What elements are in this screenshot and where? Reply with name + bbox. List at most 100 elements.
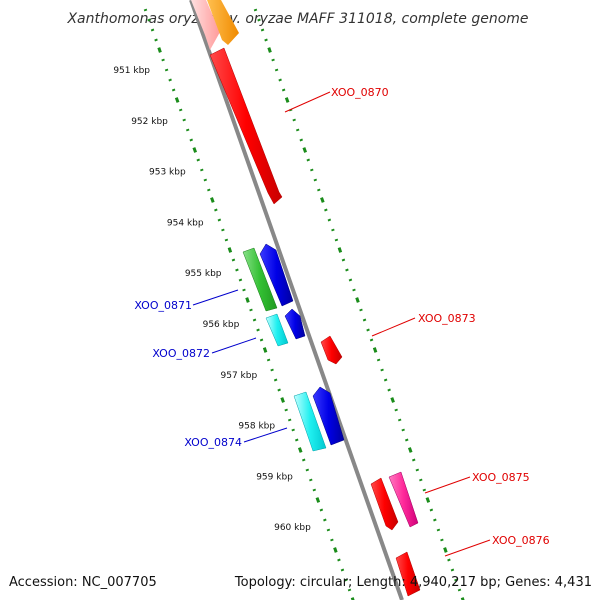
scale-tick bbox=[182, 118, 186, 122]
scale-tick bbox=[242, 288, 246, 292]
gene-arrow-xoo0875-red[interactable] bbox=[370, 477, 399, 531]
scale-tick bbox=[306, 158, 310, 162]
scale-tick bbox=[433, 518, 437, 522]
gene-label-xoo0873[interactable]: XOO_0873 bbox=[418, 312, 476, 325]
scale-tick bbox=[189, 138, 193, 142]
scale-tick bbox=[266, 358, 271, 362]
scale-tick bbox=[257, 18, 261, 22]
scale-tick bbox=[185, 128, 190, 132]
scale-tick bbox=[192, 147, 198, 153]
kbp-label: 960 kbp bbox=[274, 523, 311, 533]
scale-tick bbox=[270, 368, 274, 372]
scale-tick bbox=[337, 558, 341, 562]
scale-tick bbox=[221, 228, 225, 232]
scale-tick bbox=[154, 38, 158, 42]
gene-arrow-blue-b[interactable] bbox=[284, 308, 306, 340]
scale-tick bbox=[362, 318, 367, 322]
scale-tick bbox=[150, 28, 155, 32]
gene-arrow-xoo0871[interactable] bbox=[242, 247, 278, 312]
scale-tick bbox=[302, 458, 306, 462]
scale-tick bbox=[278, 78, 282, 82]
scale-tick bbox=[348, 278, 353, 282]
genome-backbone bbox=[189, 0, 404, 600]
scale-tick bbox=[312, 488, 317, 492]
scale-tick bbox=[295, 438, 299, 442]
scale-tick bbox=[227, 247, 233, 253]
scale-tick bbox=[260, 28, 265, 32]
scale-tick bbox=[178, 108, 183, 112]
kbp-scale: 951 kbp 952 kbp 953 kbp 954 kbp 955 kbp … bbox=[113, 66, 311, 533]
scale-tick bbox=[337, 247, 343, 253]
scale-tick bbox=[267, 47, 272, 53]
scale-tick bbox=[355, 297, 360, 303]
scale-tick bbox=[450, 568, 455, 572]
scale-tick bbox=[299, 138, 303, 142]
scale-tick bbox=[440, 538, 444, 542]
gene-callouts bbox=[192, 91, 491, 557]
gene-label-xoo0871[interactable]: XOO_0871 bbox=[134, 299, 192, 312]
scale-tick bbox=[326, 528, 331, 532]
scale-tick bbox=[224, 238, 229, 242]
scale-tick bbox=[372, 347, 378, 353]
scale-tick bbox=[369, 338, 374, 342]
gene-label-xoo0876[interactable]: XOO_0876 bbox=[492, 534, 550, 547]
callout-line-xoo0870 bbox=[284, 91, 331, 113]
tick-track-left bbox=[143, 8, 355, 600]
scale-tick bbox=[171, 88, 176, 92]
kbp-label: 959 kbp bbox=[256, 472, 293, 482]
tick-track-right bbox=[253, 8, 465, 600]
scale-tick bbox=[359, 308, 363, 312]
scale-tick bbox=[350, 597, 355, 600]
gene-label-xoo0872[interactable]: XOO_0872 bbox=[152, 347, 210, 360]
gene-arrow-blue-c[interactable] bbox=[312, 386, 345, 446]
scale-tick bbox=[281, 88, 286, 92]
scale-tick bbox=[157, 47, 162, 53]
scale-tick bbox=[383, 378, 388, 382]
scale-tick bbox=[295, 128, 300, 132]
gene-arrow-top-orange[interactable] bbox=[207, 0, 239, 45]
scale-tick bbox=[415, 468, 420, 472]
scale-tick bbox=[331, 228, 335, 232]
scale-tick bbox=[309, 478, 313, 482]
scale-tick bbox=[366, 328, 370, 332]
scale-tick bbox=[238, 278, 243, 282]
scale-tick bbox=[405, 438, 409, 442]
gene-arrow-xoo0876[interactable] bbox=[395, 551, 421, 597]
scale-tick bbox=[174, 97, 180, 103]
scale-tick bbox=[345, 268, 349, 272]
genome-title: Xanthomonas oryzae pv. oryzae MAFF 31101… bbox=[66, 11, 528, 27]
scale-tick bbox=[425, 497, 431, 503]
gene-label-xoo0874[interactable]: XOO_0874 bbox=[184, 436, 242, 449]
scale-tick bbox=[380, 368, 384, 372]
scale-tick bbox=[252, 318, 257, 322]
gene-label-xoo0870[interactable]: XOO_0870 bbox=[331, 86, 389, 99]
scale-tick bbox=[231, 258, 236, 262]
scale-tick bbox=[264, 38, 268, 42]
gene-features bbox=[191, 0, 421, 597]
gene-arrow-xoo0873[interactable] bbox=[320, 335, 343, 365]
scale-tick bbox=[217, 218, 222, 222]
gene-arrow-xoo0870[interactable] bbox=[209, 47, 283, 205]
scale-tick bbox=[143, 8, 148, 12]
kbp-label: 952 kbp bbox=[131, 117, 168, 127]
scale-tick bbox=[347, 588, 352, 592]
scale-tick bbox=[297, 447, 303, 453]
scale-tick bbox=[291, 428, 295, 432]
gene-arrow-blue-a[interactable] bbox=[259, 243, 294, 307]
scale-tick bbox=[249, 308, 253, 312]
gene-arrow-xoo0875-pink[interactable] bbox=[388, 471, 419, 528]
kbp-label: 958 kbp bbox=[238, 422, 275, 432]
kbp-label: 956 kbp bbox=[203, 320, 240, 330]
gene-arrow-xoo0872[interactable] bbox=[265, 313, 289, 347]
scale-tick bbox=[287, 418, 292, 422]
scale-tick bbox=[210, 197, 215, 203]
gene-label-xoo0875[interactable]: XOO_0875 bbox=[472, 471, 530, 484]
scale-tick bbox=[352, 288, 356, 292]
scale-tick bbox=[376, 358, 381, 362]
gene-arrow-top-light[interactable] bbox=[191, 0, 220, 50]
kbp-label: 957 kbp bbox=[221, 371, 258, 381]
scale-tick bbox=[419, 478, 423, 482]
gene-arrow-xoo0874[interactable] bbox=[293, 391, 327, 452]
scale-tick bbox=[443, 547, 448, 553]
